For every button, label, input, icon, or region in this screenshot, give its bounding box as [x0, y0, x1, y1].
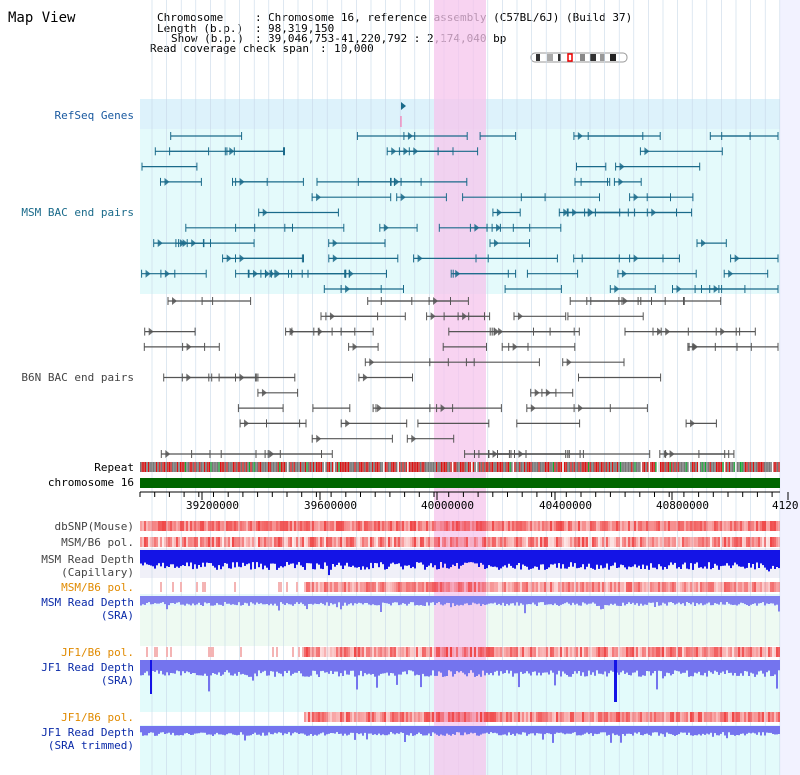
track-label-jf1-depth-trim-2: (SRA trimmed) — [47, 739, 134, 752]
position-ruler — [139, 491, 789, 500]
refseq-gene-marker[interactable] — [401, 102, 406, 110]
tick-label: 40800000 — [656, 499, 709, 512]
tick-label: 4120 — [772, 499, 799, 512]
chromosome-label: Chromosome — [157, 11, 224, 24]
length-value: 98,319,150 — [268, 22, 335, 35]
track-label-msm-b6-pol-2: MSM/B6 pol. — [61, 581, 134, 594]
repeat-track[interactable] — [140, 462, 780, 472]
tick-label: 39600000 — [304, 499, 357, 512]
track-label-chromosome: chromosome 16 — [47, 476, 134, 489]
track-label-refseq: RefSeq Genes — [54, 109, 134, 122]
chromosome-bar[interactable] — [140, 478, 780, 488]
track-label-msm-depth-sra-1: MSM Read Depth — [41, 596, 134, 609]
track-label-jf1-b6-pol-1: JF1/B6 pol. — [61, 646, 134, 659]
track-label-msm-depth-cap-1: MSM Read Depth — [41, 553, 134, 566]
msm-bac-pairs[interactable] — [141, 132, 779, 293]
track-label-jf1-depth-trim-1: JF1 Read Depth — [41, 726, 134, 739]
track-label-msm-b6-pol-1: MSM/B6 pol. — [61, 536, 134, 549]
coverage-value: 10,000 — [334, 42, 374, 55]
coverage-label: Read coverage check span — [150, 42, 309, 55]
tick-label: 39200000 — [186, 499, 239, 512]
track-label-jf1-depth-sra-2: (SRA) — [100, 674, 134, 687]
track-label-jf1-b6-pol-2: JF1/B6 pol. — [61, 711, 134, 724]
tick-label: 40400000 — [539, 499, 592, 512]
track-label-b6n-bac: B6N BAC end pairs — [21, 371, 134, 384]
track-label-msm-depth-sra-2: (SRA) — [100, 609, 134, 622]
length-label: Length (b.p.) — [157, 22, 244, 35]
track-label-msm-bac: MSM BAC end pairs — [21, 206, 134, 219]
highlight-region[interactable] — [434, 0, 486, 775]
track-label-jf1-depth-sra-1: JF1 Read Depth — [41, 661, 134, 674]
track-label-repeat: Repeat — [94, 461, 134, 474]
track-label-msm-depth-cap-2: (Capillary) — [61, 566, 134, 579]
tick-label: 40000000 — [421, 499, 474, 512]
chromosome-ideogram[interactable] — [528, 51, 630, 65]
map-view-title: Map View — [8, 10, 76, 26]
track-label-dbsnp: dbSNP(Mouse) — [54, 520, 134, 533]
b6n-bac-pairs[interactable] — [143, 297, 779, 458]
variation-tracks[interactable] — [140, 521, 780, 743]
show-label: Show (b.p.) — [171, 32, 244, 45]
